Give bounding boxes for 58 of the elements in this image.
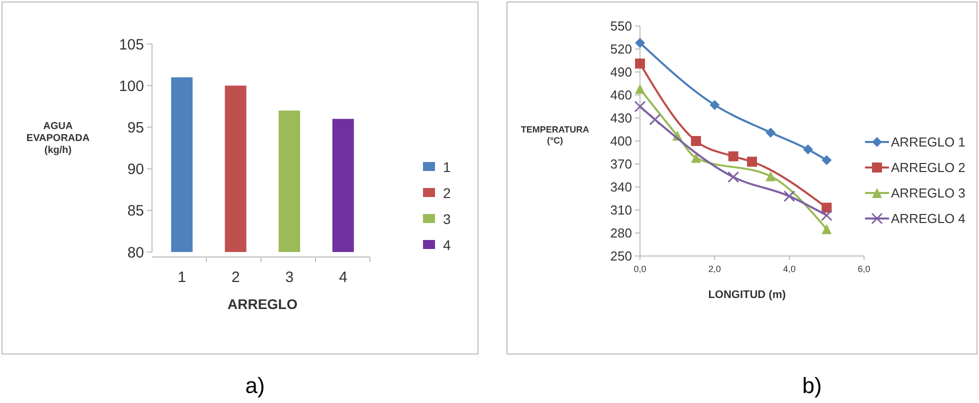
y-tick-label: 280	[610, 226, 632, 241]
legend-label: ARREGLO 1	[891, 134, 966, 150]
y-tick-label: 400	[610, 134, 632, 149]
point	[820, 210, 832, 222]
y-tick-label: 550	[610, 18, 632, 34]
x-axis-title: ARREGLO	[228, 296, 298, 312]
legend-label: ARREGLO 2	[891, 160, 966, 176]
point	[822, 155, 832, 166]
point	[766, 128, 776, 138]
point	[822, 202, 832, 213]
y-axis-title: TEMPERATURA (°C)	[520, 124, 590, 146]
y-tick-label: 100	[118, 78, 144, 95]
point	[728, 171, 740, 183]
legend-label: ARREGLO 4	[891, 211, 966, 226]
point	[635, 58, 645, 69]
y-tick-label: 490	[610, 64, 632, 80]
y-tick-label: 105	[118, 36, 144, 54]
x-tick-label: 3	[285, 269, 294, 286]
point	[691, 136, 701, 146]
point	[803, 144, 813, 154]
point	[766, 171, 776, 182]
x-tick-label: 2	[231, 269, 240, 286]
text: b)	[802, 373, 822, 398]
x-tick-label: 1	[178, 269, 186, 286]
x-tick-label: 4,0	[783, 264, 796, 274]
point	[747, 156, 757, 167]
point	[634, 100, 646, 112]
y-tick-label: 430	[610, 110, 632, 126]
y-tick-label: 90	[127, 161, 144, 178]
legend-label: 3	[443, 210, 451, 227]
y-tick-label: 250	[610, 248, 632, 264]
y-axis-title: AGUA EVAPORADA (kg/h)	[26, 121, 90, 156]
x-axis-title: LONGITUD (m)	[708, 289, 786, 301]
x-tick-label: 6,0	[858, 264, 870, 274]
point	[710, 100, 720, 110]
y-tick-label: 310	[610, 202, 632, 218]
x-tick-label: 2,0	[708, 264, 721, 274]
x-tick-label: 0,0	[634, 264, 646, 274]
y-tick-label: 460	[610, 88, 632, 103]
point	[635, 84, 645, 94]
point	[649, 114, 661, 126]
x-tick-label: 4	[338, 269, 348, 286]
y-tick-label: 80	[127, 244, 144, 262]
y-tick-label: 85	[127, 202, 144, 220]
legend-label: ARREGLO 3	[891, 186, 966, 201]
point	[822, 224, 832, 234]
y-tick-label: 520	[610, 42, 632, 57]
legend-label: 4	[443, 236, 451, 253]
legend-label: 1	[443, 158, 451, 175]
y-tick-label: 95	[127, 119, 144, 136]
point	[728, 151, 738, 162]
text: a)	[245, 373, 265, 398]
legend-label: 2	[443, 184, 451, 201]
point	[691, 152, 701, 163]
point	[784, 190, 796, 202]
point	[635, 38, 645, 48]
y-tick-label: 340	[610, 180, 632, 195]
y-tick-label: 370	[610, 156, 632, 172]
